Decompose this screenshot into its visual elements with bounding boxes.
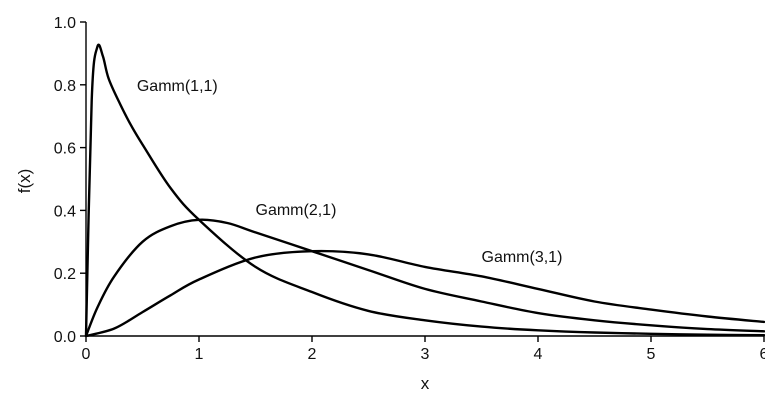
x-tick-label: 0 — [82, 346, 91, 363]
y-tick-label: 0.2 — [54, 266, 76, 283]
series-line-2 — [84, 218, 765, 338]
x-axis-title: x — [421, 374, 430, 393]
y-tick-label: 1.0 — [54, 15, 76, 32]
y-axis-title: f(x) — [15, 169, 34, 194]
curve-label-2: Gamm(2,1) — [256, 202, 337, 219]
y-tick-label: 0.0 — [54, 329, 76, 346]
y-tick-label: 0.8 — [54, 78, 76, 95]
series-line-1 — [84, 43, 765, 338]
x-tick-label: 2 — [308, 346, 317, 363]
y-tick-label: 0.6 — [54, 141, 76, 158]
x-tick-label: 1 — [195, 346, 204, 363]
series-line-3 — [84, 249, 765, 338]
curve-label-3: Gamm(3,1) — [482, 249, 563, 266]
x-tick-label: 6 — [760, 346, 765, 363]
x-tick-label: 5 — [647, 346, 656, 363]
curve-label-1: Gamm(1,1) — [137, 78, 218, 95]
plot-area: 0 1 2 3 4 5 6 0.0 0.2 0.4 0.6 0.8 1.0 Gamm(1,1) Gamm(2… — [54, 15, 765, 363]
y-tick-label: 0.4 — [54, 203, 76, 220]
x-tick-label: 4 — [534, 346, 543, 363]
x-tick-label: 3 — [421, 346, 430, 363]
